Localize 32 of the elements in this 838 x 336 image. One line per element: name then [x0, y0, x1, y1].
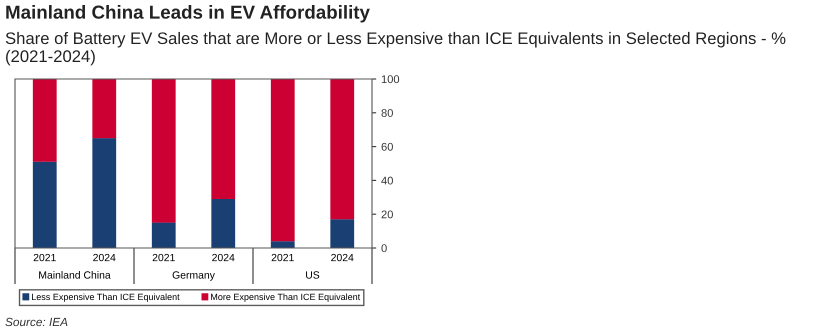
source-note: Source: IEA — [5, 318, 68, 326]
bar — [32, 162, 57, 248]
y-tick-label: 40 — [381, 176, 393, 185]
bar — [92, 138, 116, 248]
legend-label: More Expensive Than ICE Equivalent — [211, 293, 360, 302]
x-tick-label: 2024 — [331, 254, 354, 262]
text: Germany — [172, 271, 215, 281]
bar — [330, 219, 354, 248]
y-tick-label: 0 — [381, 244, 387, 252]
x-tick-label: 2024 — [212, 254, 235, 262]
bar — [211, 198, 236, 248]
chart-subtitle: Share of Battery EV Sales that are More or Less Expensive than ICE Equivalents in Selected Regions - % (2021-2024) — [6, 32, 786, 66]
text: Mainland China — [39, 271, 111, 279]
y-tick-label: 100 — [382, 75, 400, 84]
chart-title: Mainland China Leads in EV Affordability — [6, 5, 370, 23]
x-tick-label: 2021 — [152, 254, 175, 262]
x-tick-label: 2021 — [34, 254, 56, 262]
x-tick-label: 2024 — [93, 254, 116, 262]
bar — [211, 79, 236, 199]
x-tick-label: 2021 — [272, 254, 294, 262]
text: US — [306, 271, 320, 279]
y-tick-label: 80 — [382, 109, 393, 117]
y-tick-label: 60 — [382, 142, 393, 151]
y-tick-label: 20 — [382, 210, 393, 218]
bar — [152, 79, 176, 223]
bar — [152, 222, 176, 248]
bar — [32, 79, 57, 162]
bar — [330, 79, 354, 220]
legend-label: Less Expensive Than ICE Equivalent — [32, 293, 180, 302]
bar — [92, 79, 116, 138]
bar — [270, 79, 295, 242]
bar — [270, 241, 295, 248]
